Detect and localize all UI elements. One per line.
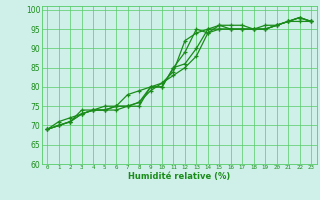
X-axis label: Humidité relative (%): Humidité relative (%) — [128, 172, 230, 181]
